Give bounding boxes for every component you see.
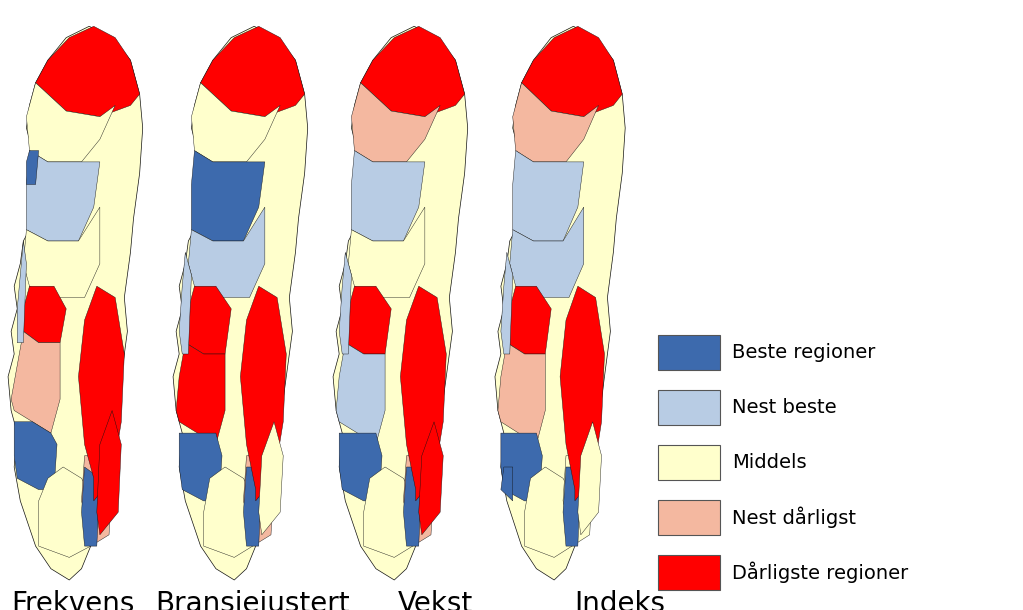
Polygon shape [506,286,551,354]
Polygon shape [36,26,140,117]
Polygon shape [578,422,602,535]
Polygon shape [188,207,265,298]
Polygon shape [340,433,382,501]
Polygon shape [563,467,581,546]
Polygon shape [498,343,545,445]
Polygon shape [352,83,440,162]
Polygon shape [201,26,305,117]
Polygon shape [243,467,262,546]
Polygon shape [403,456,434,546]
Polygon shape [27,151,39,184]
Polygon shape [79,286,125,501]
Polygon shape [400,286,446,501]
Polygon shape [27,151,100,241]
Polygon shape [17,241,27,343]
Text: Nest beste: Nest beste [732,398,837,417]
Polygon shape [363,467,415,558]
Polygon shape [333,26,468,580]
Polygon shape [179,253,191,354]
Text: Middels: Middels [732,453,806,472]
Text: Bransjejustert: Bransjejustert [155,590,350,610]
Polygon shape [97,411,122,535]
Bar [658,500,720,535]
Polygon shape [204,467,256,558]
Polygon shape [82,467,100,546]
Bar [658,445,720,480]
Polygon shape [360,26,464,117]
Polygon shape [525,467,575,558]
Polygon shape [173,26,308,580]
Polygon shape [501,467,513,501]
Bar [658,555,720,590]
Polygon shape [501,253,513,354]
Polygon shape [349,207,425,298]
Polygon shape [346,286,391,354]
Polygon shape [179,433,222,501]
Polygon shape [513,83,598,162]
Polygon shape [501,433,542,501]
Bar [658,390,720,425]
Polygon shape [27,83,116,162]
Bar [658,335,720,370]
Polygon shape [352,151,425,241]
Polygon shape [191,151,265,241]
Polygon shape [337,343,385,445]
Polygon shape [513,151,584,241]
Text: Indeks: Indeks [575,590,666,610]
Polygon shape [509,207,584,298]
Polygon shape [240,286,286,501]
Polygon shape [39,467,94,558]
Polygon shape [82,456,113,546]
Polygon shape [495,26,625,580]
Text: Frekvens: Frekvens [11,590,135,610]
Polygon shape [243,456,274,546]
Polygon shape [522,26,622,117]
Text: Dårligste regioner: Dårligste regioner [732,562,908,583]
Polygon shape [176,343,225,445]
Polygon shape [403,467,421,546]
Polygon shape [563,456,592,546]
Polygon shape [340,253,352,354]
Polygon shape [24,286,66,343]
Polygon shape [191,83,280,162]
Polygon shape [11,331,60,433]
Polygon shape [185,286,231,354]
Polygon shape [8,26,142,580]
Text: Vekst: Vekst [397,590,473,610]
Polygon shape [560,286,605,501]
Text: Nest dårligst: Nest dårligst [732,507,856,528]
Text: Beste regioner: Beste regioner [732,343,876,362]
Polygon shape [259,422,283,535]
Polygon shape [418,422,443,535]
Polygon shape [24,207,100,298]
Polygon shape [14,422,57,490]
